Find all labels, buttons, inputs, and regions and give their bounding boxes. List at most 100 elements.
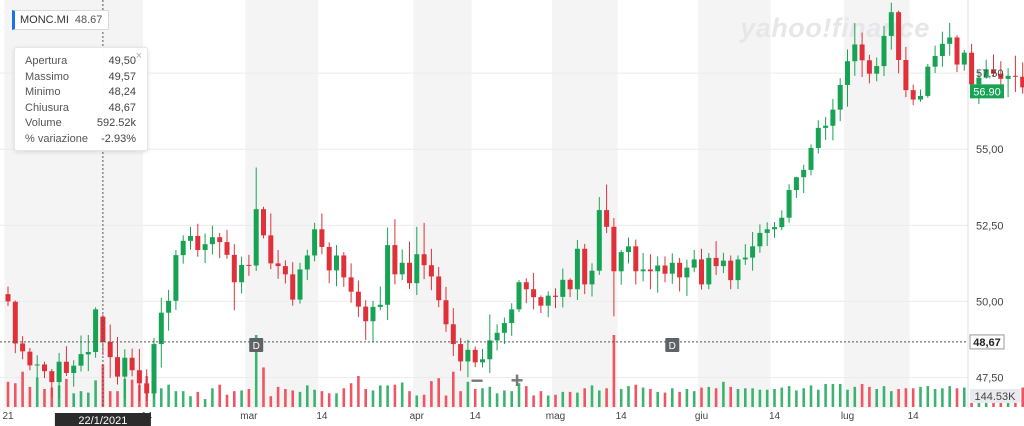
candle[interactable] bbox=[195, 223, 201, 257]
candle[interactable] bbox=[217, 232, 223, 259]
candle[interactable] bbox=[151, 337, 157, 399]
candle[interactable] bbox=[282, 260, 288, 284]
candle[interactable] bbox=[275, 249, 281, 279]
candle[interactable] bbox=[312, 222, 318, 262]
candle[interactable] bbox=[129, 348, 135, 377]
dividend-marker[interactable]: D bbox=[249, 338, 264, 352]
candle[interactable] bbox=[947, 22, 953, 56]
candle[interactable] bbox=[910, 84, 916, 106]
candle[interactable] bbox=[20, 336, 26, 360]
candle[interactable] bbox=[706, 253, 712, 290]
candle[interactable] bbox=[407, 241, 412, 289]
candle[interactable] bbox=[472, 346, 478, 368]
candle[interactable] bbox=[925, 63, 931, 98]
candle[interactable] bbox=[166, 289, 172, 331]
candle[interactable] bbox=[42, 361, 47, 379]
candle[interactable] bbox=[93, 307, 99, 358]
candle[interactable] bbox=[742, 244, 748, 265]
candle[interactable] bbox=[866, 54, 872, 84]
candle[interactable] bbox=[428, 248, 434, 291]
candle[interactable] bbox=[983, 59, 989, 79]
candle[interactable] bbox=[596, 196, 602, 275]
candle[interactable] bbox=[735, 255, 741, 289]
candle[interactable] bbox=[334, 245, 339, 287]
candle[interactable] bbox=[888, 2, 894, 50]
candle[interactable] bbox=[699, 248, 704, 290]
candle[interactable] bbox=[115, 337, 120, 385]
candle[interactable] bbox=[246, 254, 252, 276]
dividend-marker[interactable]: D bbox=[665, 338, 680, 352]
candle[interactable] bbox=[436, 267, 442, 308]
candle[interactable] bbox=[268, 213, 274, 270]
candle[interactable] bbox=[553, 288, 558, 309]
candle[interactable] bbox=[633, 239, 639, 285]
candle[interactable] bbox=[1020, 62, 1024, 94]
candle[interactable] bbox=[896, 10, 902, 74]
candle[interactable] bbox=[385, 227, 391, 321]
candle[interactable] bbox=[304, 249, 310, 281]
candle[interactable] bbox=[355, 280, 361, 317]
candle[interactable] bbox=[421, 222, 427, 280]
candle[interactable] bbox=[932, 45, 938, 74]
candle[interactable] bbox=[414, 226, 420, 296]
candle[interactable] bbox=[5, 286, 11, 306]
candle[interactable] bbox=[720, 252, 726, 274]
candle[interactable] bbox=[319, 213, 325, 255]
candle[interactable] bbox=[918, 89, 923, 102]
candle[interactable] bbox=[465, 339, 471, 378]
candle[interactable] bbox=[239, 256, 245, 294]
candle[interactable] bbox=[560, 268, 566, 308]
candle[interactable] bbox=[85, 334, 91, 372]
candle[interactable] bbox=[626, 237, 631, 264]
candle[interactable] bbox=[574, 239, 580, 300]
candle[interactable] bbox=[480, 348, 485, 368]
candle[interactable] bbox=[202, 233, 208, 264]
candle[interactable] bbox=[954, 35, 960, 73]
zoom-out-button[interactable]: − bbox=[470, 368, 484, 393]
candle[interactable] bbox=[815, 120, 821, 154]
candle[interactable] bbox=[144, 369, 150, 401]
candle[interactable] bbox=[224, 229, 230, 259]
candle[interactable] bbox=[209, 225, 215, 255]
candle[interactable] bbox=[443, 286, 449, 332]
candle[interactable] bbox=[523, 278, 529, 304]
candle[interactable] bbox=[677, 257, 683, 292]
candle[interactable] bbox=[772, 221, 777, 238]
candle[interactable] bbox=[370, 300, 376, 343]
candle[interactable] bbox=[939, 31, 945, 67]
candle[interactable] bbox=[56, 352, 62, 399]
candle[interactable] bbox=[859, 32, 865, 78]
candle[interactable] bbox=[158, 297, 164, 368]
candle[interactable] bbox=[567, 278, 573, 298]
candle[interactable] bbox=[1012, 55, 1018, 92]
candle[interactable] bbox=[458, 337, 464, 371]
candle[interactable] bbox=[392, 219, 398, 285]
candle[interactable] bbox=[516, 280, 522, 313]
candle[interactable] bbox=[618, 249, 624, 285]
candle[interactable] bbox=[961, 49, 967, 71]
candle[interactable] bbox=[231, 244, 237, 311]
candle[interactable] bbox=[1005, 68, 1011, 98]
candle[interactable] bbox=[34, 355, 40, 379]
candle[interactable] bbox=[604, 184, 610, 233]
candle[interactable] bbox=[655, 256, 661, 293]
candle[interactable] bbox=[640, 253, 646, 282]
candle[interactable] bbox=[728, 255, 734, 290]
candle[interactable] bbox=[991, 54, 996, 77]
candle[interactable] bbox=[779, 210, 785, 231]
candle[interactable] bbox=[71, 360, 77, 387]
candle[interactable] bbox=[12, 300, 18, 354]
candle[interactable] bbox=[290, 262, 296, 306]
candle[interactable] bbox=[545, 291, 551, 318]
candle[interactable] bbox=[611, 218, 617, 317]
candle[interactable] bbox=[253, 167, 259, 271]
zoom-in-button[interactable]: + bbox=[510, 368, 524, 393]
candle[interactable] bbox=[691, 249, 697, 273]
candle[interactable] bbox=[531, 272, 537, 310]
candle[interactable] bbox=[180, 235, 186, 264]
candle[interactable] bbox=[363, 300, 369, 341]
candle[interactable] bbox=[63, 346, 69, 377]
candle[interactable] bbox=[326, 242, 332, 284]
close-icon[interactable]: × bbox=[135, 50, 142, 62]
